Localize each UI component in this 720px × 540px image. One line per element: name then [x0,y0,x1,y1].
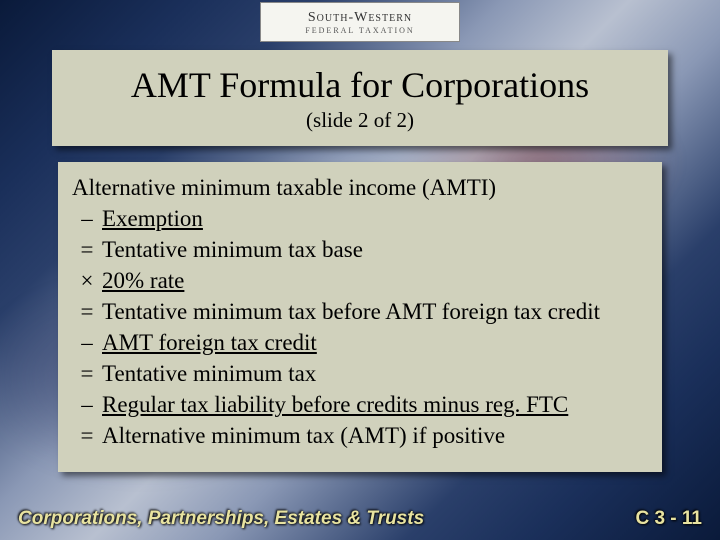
formula-operator: = [72,358,102,389]
formula-operator: – [72,327,102,358]
formula-row: =Tentative minimum tax before AMT foreig… [72,296,648,327]
formula-row: =Alternative minimum tax (AMT) if positi… [72,420,648,451]
formula-text: Tentative minimum tax [102,358,648,389]
footer-left: Corporations, Partnerships, Estates & Tr… [18,508,424,530]
formula-text: Regular tax liability before credits min… [102,389,648,420]
formula-row: –AMT foreign tax credit [72,327,648,358]
formula-text: Tentative minimum tax before AMT foreign… [102,296,648,327]
title-panel: AMT Formula for Corporations (slide 2 of… [52,50,668,146]
formula-row: =Tentative minimum tax [72,358,648,389]
formula-text: Tentative minimum tax base [102,234,648,265]
formula-operator: = [72,296,102,327]
logo-text-bottom: FEDERAL TAXATION [305,26,414,35]
logo-text-top: South-Western [308,10,412,26]
slide-title: AMT Formula for Corporations [131,64,589,106]
formula-row: –Regular tax liability before credits mi… [72,389,648,420]
formula-operator: × [72,265,102,296]
formula-text: 20% rate [102,265,648,296]
slide-number: C 3 - 11 [635,508,702,530]
formula-row: =Tentative minimum tax base [72,234,648,265]
formula-operator: = [72,420,102,451]
formula-row: ×20% rate [72,265,648,296]
formula-operator: – [72,389,102,420]
formula-text: Alternative minimum tax (AMT) if positiv… [102,420,648,451]
formula-text: AMT foreign tax credit [102,327,648,358]
slide-subtitle: (slide 2 of 2) [306,108,414,133]
formula-operator: – [72,203,102,234]
formula-text: Exemption [102,203,648,234]
formula-first-line: Alternative minimum taxable income (AMTI… [72,172,648,203]
formula-operator: = [72,234,102,265]
formula-row: –Exemption [72,203,648,234]
publisher-logo: South-Western FEDERAL TAXATION [260,2,460,42]
content-panel: Alternative minimum taxable income (AMTI… [58,162,662,472]
